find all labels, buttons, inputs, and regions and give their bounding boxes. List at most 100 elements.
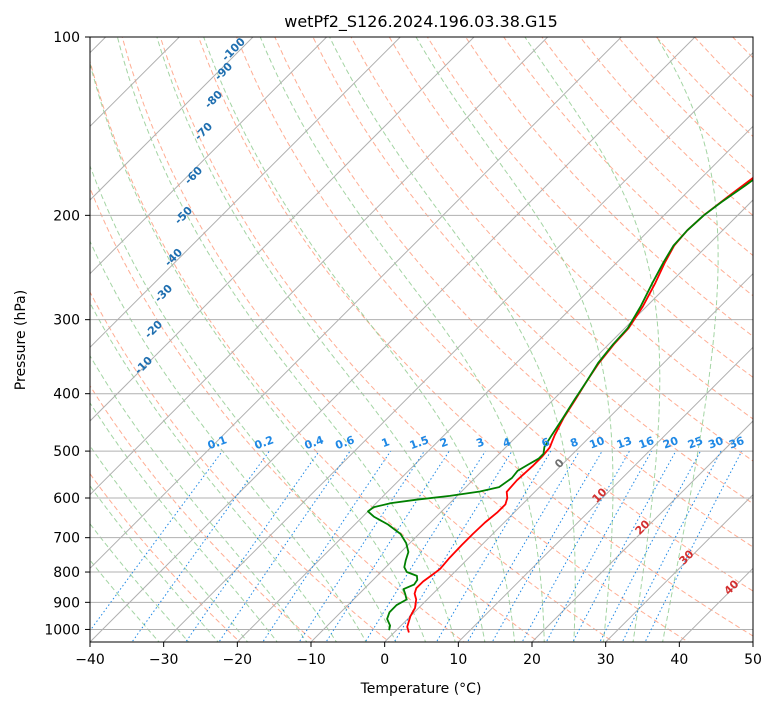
isotherm-line <box>90 37 328 275</box>
isotherm-line <box>90 37 549 496</box>
isotherm-line <box>90 37 402 349</box>
mixing-ratio-label: 25 <box>686 434 705 451</box>
moist-adiabat <box>90 354 308 642</box>
x-tick-label: 30 <box>597 652 615 668</box>
axes: −40 −30 −20 −10 0 10 20 30 40 5010009008007006005… <box>44 30 762 668</box>
x-tick-label: −20 <box>223 652 253 668</box>
x-tick-label: −30 <box>149 652 179 668</box>
moist-adiabat <box>415 37 614 642</box>
mixing-ratio-label: 1 <box>380 435 392 450</box>
y-tick-label: 100 <box>53 30 80 46</box>
mixing-ratio-line <box>262 450 392 642</box>
isotherm-label: -10 <box>132 354 155 377</box>
moist-adiabat <box>203 37 516 642</box>
isotherm-line <box>383 272 753 642</box>
temperature-series <box>406 176 753 633</box>
x-tick-label: 50 <box>744 652 762 668</box>
moist-adiabat <box>259 37 545 642</box>
mixing-ratio-label: 0.6 <box>334 433 357 452</box>
mixing-ratio-line <box>621 450 722 642</box>
mixing-ratio-line <box>644 450 743 642</box>
grid-lines <box>90 37 775 644</box>
dry-adiabat <box>388 37 753 420</box>
moist-adiabat <box>90 164 397 642</box>
isotherm-line <box>531 420 753 642</box>
dry-adiabat <box>465 37 753 338</box>
dry-adiabat <box>503 37 753 297</box>
isotherm-label: -60 <box>182 164 205 187</box>
mixing-ratio-label: 0.4 <box>303 433 326 452</box>
mixing-ratio-line <box>572 450 677 642</box>
dry-adiabat <box>274 37 753 548</box>
chart-title: wetPf2_S126.2024.196.03.38.G15 <box>284 12 558 32</box>
isotherm-line <box>90 37 254 201</box>
mixing-ratio-line <box>466 450 580 642</box>
mixing-ratio-line <box>131 450 270 642</box>
mixing-ratio-label: 10 <box>588 434 607 452</box>
dry-adiabat <box>656 37 753 138</box>
y-tick-label: 200 <box>53 208 80 224</box>
moist-adiabat <box>90 485 219 642</box>
dewpoint-series <box>367 178 753 631</box>
isotherm-label: -100 <box>219 35 248 64</box>
mixing-ratio-label: 36 <box>727 434 746 452</box>
x-tick-label: −40 <box>75 652 105 668</box>
y-tick-label: 700 <box>53 531 80 547</box>
y-tick-label: 600 <box>53 491 80 507</box>
mixing-ratio-label: 0.2 <box>253 433 276 452</box>
moist-adiabat <box>90 401 278 642</box>
y-tick-label: 900 <box>53 595 80 611</box>
y-tick-label: 800 <box>53 565 80 581</box>
mixing-ratio-label: 1.5 <box>408 433 431 452</box>
dry-adiabat <box>771 37 775 644</box>
y-tick-label: 300 <box>53 313 80 329</box>
isotherm-line <box>162 51 753 642</box>
theta-e-label: 20 <box>633 517 653 537</box>
plot-frame <box>89 36 754 643</box>
theta-e-label: 40 <box>722 577 742 597</box>
isotherm-line <box>236 125 753 642</box>
x-tick-label: 0 <box>380 652 389 668</box>
mixing-ratio-line <box>325 450 450 642</box>
x-tick-label: 10 <box>449 652 467 668</box>
isotherm-line <box>604 493 753 642</box>
x-tick-label: 40 <box>670 652 688 668</box>
mixing-ratio-line <box>298 450 425 642</box>
mixing-ratio-line <box>393 450 513 642</box>
theta-e-label: 10 <box>590 485 610 505</box>
isotherm-line <box>90 37 475 422</box>
dry-adiabat <box>732 37 753 59</box>
moist-adiabat <box>90 445 249 642</box>
dry-adiabat <box>694 37 753 98</box>
isotherm-label: -80 <box>202 88 225 111</box>
moist-adiabat <box>116 37 456 642</box>
mixing-ratio-label: 8 <box>568 435 580 450</box>
mixing-ratio-label: 13 <box>615 434 634 451</box>
dry-adiabat <box>198 37 753 637</box>
isotherm-line <box>90 37 696 642</box>
mixing-ratio-line <box>90 450 223 632</box>
mixing-ratio-label: 3 <box>474 435 486 450</box>
mixing-ratio-line <box>218 450 351 642</box>
dry-adiabat <box>426 37 753 378</box>
dry-adiabat <box>350 37 753 462</box>
isotherm-label: -40 <box>162 246 185 269</box>
x-tick-label: 20 <box>523 652 541 668</box>
isotherm-label: -20 <box>142 318 165 341</box>
mixing-ratio-label: 4 <box>501 435 513 450</box>
moist-adiabat <box>90 61 427 642</box>
isotherm-line <box>457 346 753 642</box>
dry-adiabat <box>90 59 540 642</box>
mixing-ratio-label: 6 <box>540 435 552 450</box>
y-tick-label: 500 <box>53 444 80 460</box>
x-axis-label: Temperature (°C) <box>360 681 482 697</box>
mixing-ratio-line <box>599 450 701 642</box>
y-axis-label: Pressure (hPa) <box>13 290 29 390</box>
mixing-ratio-label: 16 <box>637 434 656 452</box>
dry-adiabat <box>90 384 316 642</box>
y-tick-label: 400 <box>53 387 80 403</box>
mixing-ratio-label: 20 <box>661 434 680 452</box>
moist-adiabat <box>524 37 661 642</box>
mixing-ratio-line <box>185 450 320 642</box>
